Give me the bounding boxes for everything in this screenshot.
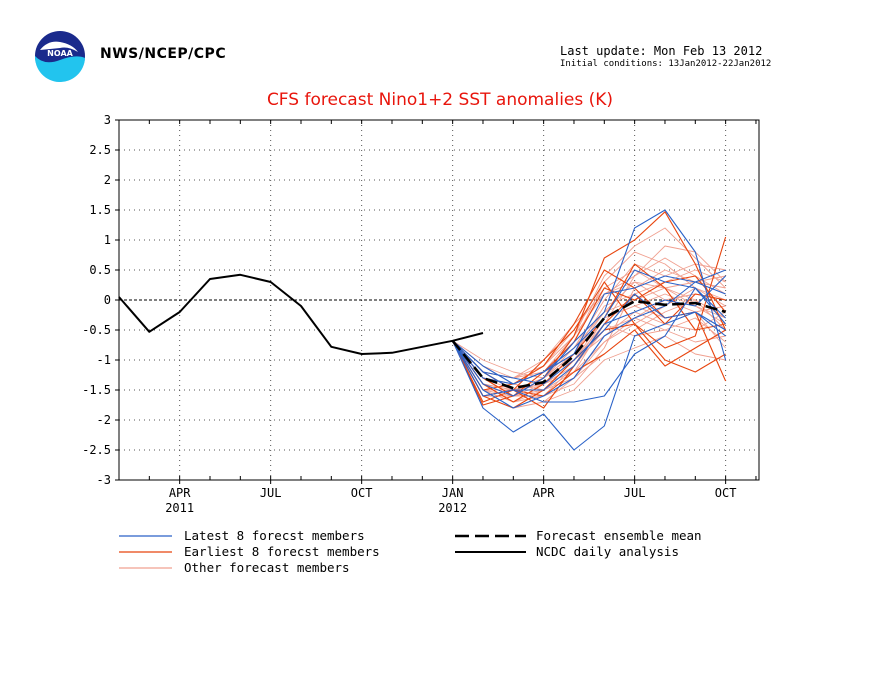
- latest-member-line: [452, 269, 727, 385]
- legend-earliest: Earliest 8 forecst members: [184, 544, 380, 559]
- legend-mean: Forecast ensemble mean: [536, 528, 702, 543]
- last-update: Last update: Mon Feb 13 2012: [560, 44, 763, 58]
- y-tick-label: 0: [104, 293, 111, 307]
- latest-member-line: [452, 269, 726, 409]
- x-tick-year: 2011: [165, 501, 194, 515]
- x-tick-year: 2012: [438, 501, 467, 515]
- svg-text:NOAA: NOAA: [47, 49, 73, 58]
- org-name: NWS/NCEP/CPC: [100, 46, 227, 62]
- legend-latest: Latest 8 forecst members: [184, 528, 365, 543]
- y-tick-label: 2.5: [89, 143, 111, 157]
- y-tick-label: -2: [97, 413, 111, 427]
- x-tick-label: APR: [533, 486, 555, 500]
- y-tick-label: -1.5: [82, 383, 111, 397]
- y-tick-label: 3: [104, 113, 111, 127]
- x-tick-label: OCT: [715, 486, 737, 500]
- legend-other: Other forecast members: [184, 560, 350, 575]
- legend-observed: NCDC daily analysis: [536, 544, 679, 559]
- x-tick-label: JUL: [260, 486, 282, 500]
- x-tick-label: JUL: [624, 486, 646, 500]
- y-tick-label: 1.5: [89, 203, 111, 217]
- x-tick-label: JAN: [442, 486, 464, 500]
- initial-conditions: Initial conditions: 13Jan2012-22Jan2012: [560, 59, 772, 69]
- latest-member-line: [452, 293, 726, 385]
- y-tick-label: -3: [97, 473, 111, 487]
- y-tick-label: -0.5: [82, 323, 111, 337]
- ensemble-mean-line: [451, 299, 726, 390]
- observed-line: [118, 273, 484, 355]
- y-tick-label: 2: [104, 173, 111, 187]
- other-member-line: [452, 293, 726, 391]
- y-tick-label: -2.5: [82, 443, 111, 457]
- y-tick-label: 0.5: [89, 263, 111, 277]
- x-tick-label: OCT: [351, 486, 373, 500]
- y-tick-label: 1: [104, 233, 111, 247]
- noaa-logo: NOAA: [34, 31, 85, 82]
- latest-member-line: [452, 311, 726, 451]
- earliest-member-line: [452, 329, 726, 403]
- y-tick-label: -1: [97, 353, 111, 367]
- plot-frame: [118, 119, 760, 481]
- chart-title: CFS forecast Nino1+2 SST anomalies (K): [266, 90, 614, 110]
- latest-member-line: [452, 209, 727, 397]
- x-tick-label: APR: [169, 486, 191, 500]
